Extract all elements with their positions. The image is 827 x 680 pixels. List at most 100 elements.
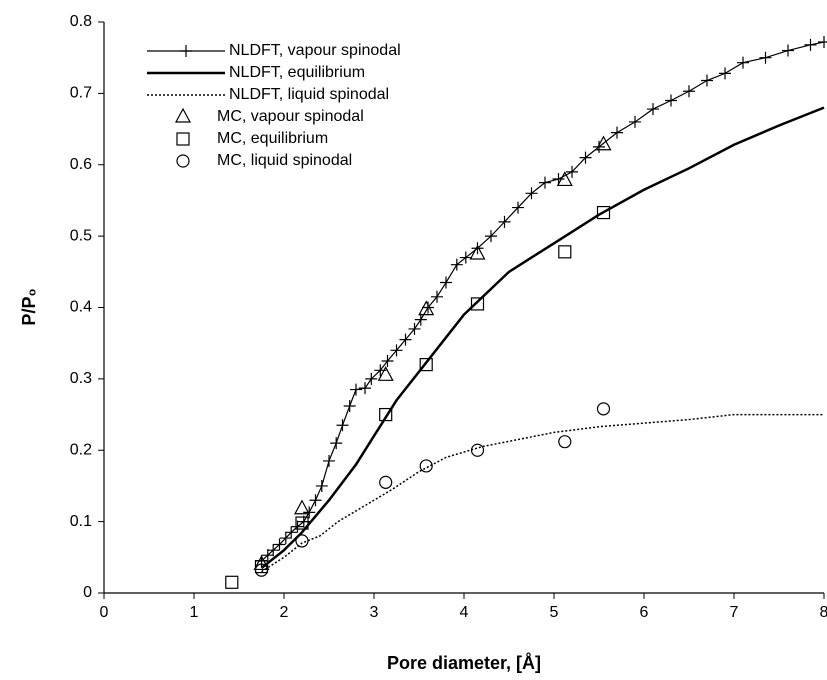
y-tick-label: 0.3 <box>70 370 92 387</box>
square-marker <box>419 358 433 372</box>
plus-marker <box>665 94 677 107</box>
x-tick-label: 2 <box>280 604 289 621</box>
plus-marker <box>279 532 292 545</box>
plus-marker <box>647 103 659 116</box>
plus-marker <box>315 479 328 492</box>
y-tick-label: 0 <box>83 584 92 601</box>
triangle-marker <box>253 555 270 571</box>
series-line <box>260 106 825 569</box>
x-tick-label: 1 <box>190 604 199 621</box>
plus-marker <box>381 355 394 368</box>
plus-marker <box>399 333 412 346</box>
plus-marker <box>303 506 316 519</box>
legend-label: NLDFT, liquid spinodal <box>229 86 389 103</box>
plus-marker <box>611 126 623 139</box>
square-marker <box>470 297 485 311</box>
plus-marker <box>719 67 731 80</box>
plus-marker <box>273 538 286 551</box>
plus-marker <box>566 165 578 178</box>
y-tick-label: 0.5 <box>70 227 92 244</box>
x-axis-title: Pore diameter, [Å] <box>387 653 541 673</box>
square-marker <box>596 205 611 220</box>
plus-marker <box>180 45 192 57</box>
legend-label: MC, vapour spinodal <box>217 108 364 125</box>
triangle-marker <box>469 244 486 260</box>
plus-marker <box>759 51 772 64</box>
square-marker <box>295 516 309 530</box>
legend-label: NLDFT, vapour spinodal <box>229 42 401 59</box>
plus-marker <box>309 494 322 507</box>
triangle-marker <box>377 366 394 381</box>
x-tick-label: 5 <box>550 604 559 621</box>
square-marker <box>558 245 572 259</box>
plus-marker <box>512 201 524 214</box>
triangle-marker <box>174 107 192 123</box>
circle-marker <box>295 534 309 548</box>
legend-label: NLDFT, equilibrium <box>229 64 365 81</box>
plus-marker <box>818 35 827 48</box>
plus-marker <box>336 419 349 432</box>
plus-marker <box>285 526 298 539</box>
y-tick-label: 0.1 <box>70 513 92 530</box>
x-tick-label: 8 <box>820 604 827 621</box>
plus-marker <box>414 313 427 326</box>
x-tick-label: 4 <box>460 604 469 621</box>
plus-marker <box>782 44 794 57</box>
circle-marker <box>254 563 269 577</box>
plus-marker <box>539 176 551 189</box>
y-tick-label: 0.4 <box>70 299 92 316</box>
plus-marker <box>450 258 463 271</box>
plus-marker <box>440 276 452 289</box>
plus-marker <box>330 437 343 450</box>
plus-marker <box>267 544 280 557</box>
triangle-marker <box>418 300 435 316</box>
circle-marker <box>470 443 485 457</box>
square-marker <box>176 132 190 146</box>
y-tick-label: 0.6 <box>70 156 92 173</box>
x-tick-label: 0 <box>100 604 109 621</box>
square-marker <box>254 559 269 574</box>
plus-marker <box>804 38 817 51</box>
plus-marker <box>422 301 434 314</box>
legend-label: MC, liquid spinodal <box>217 152 352 169</box>
triangle-marker <box>556 171 573 187</box>
plus-marker <box>471 242 484 255</box>
plus-marker <box>350 383 362 396</box>
y-tick-label: 0.7 <box>70 85 92 102</box>
plus-marker <box>459 251 472 264</box>
legend-label: MC, equilibrium <box>217 130 328 147</box>
plus-marker <box>390 344 403 357</box>
square-marker <box>225 575 239 589</box>
plus-marker <box>261 549 274 562</box>
plus-marker <box>431 290 443 303</box>
plus-marker <box>323 454 335 467</box>
plus-marker <box>365 372 378 385</box>
plus-marker <box>525 187 538 200</box>
circle-marker <box>379 475 393 489</box>
plus-marker <box>291 520 304 533</box>
series-line <box>261 413 824 573</box>
triangle-marker <box>293 499 311 515</box>
square-marker <box>379 407 393 422</box>
plus-marker <box>498 215 511 228</box>
plus-marker <box>359 382 371 395</box>
triangle-marker <box>595 135 612 151</box>
plus-marker <box>737 56 749 69</box>
y-tick-label: 0.8 <box>70 13 92 30</box>
x-tick-label: 3 <box>370 604 379 621</box>
circle-marker <box>558 435 572 449</box>
plus-marker <box>629 115 641 128</box>
y-tick-label: 0.2 <box>70 441 92 458</box>
plus-marker <box>485 230 497 243</box>
plus-marker <box>701 74 713 87</box>
circle-marker <box>596 402 611 416</box>
x-tick-label: 7 <box>730 604 739 621</box>
plus-marker <box>683 85 695 98</box>
circle-marker <box>176 154 190 168</box>
plus-marker <box>593 140 605 153</box>
y-axis-title: P/P₀ <box>19 288 39 325</box>
plus-marker <box>343 399 356 412</box>
plus-marker <box>579 151 592 164</box>
